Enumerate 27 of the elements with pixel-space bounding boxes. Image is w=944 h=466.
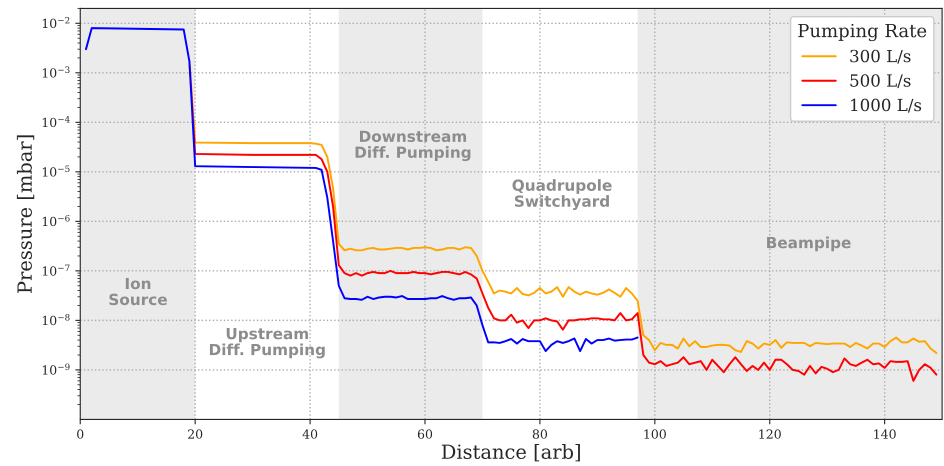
y-axis-title: Pressure [mbar]: [16, 135, 34, 293]
y-tick-label: 10$^{−5}$: [42, 166, 70, 177]
x-tick-label: 140: [874, 429, 896, 439]
legend-title: Pumping Rate: [798, 24, 926, 42]
band-label: Downstream Diff. Pumping: [356, 130, 470, 162]
legend-label: 300 L/s: [850, 50, 911, 64]
x-tick-label: 20: [188, 429, 202, 439]
x-tick-label: 120: [759, 429, 781, 439]
y-tick-label: 10$^{−4}$: [42, 116, 70, 128]
y-tick-label: 10$^{−6}$: [42, 214, 70, 226]
annotation: Quadrupole Switchyard: [512, 179, 612, 210]
x-tick-label: 100: [644, 429, 666, 439]
legend-label: 1000 L/s: [851, 98, 922, 113]
y-tick-label: 10$^{−3}$: [42, 66, 70, 78]
annotation: Upstream Diff. Pumping: [210, 328, 325, 358]
y-tick-label: 10$^{−2}$: [42, 16, 70, 28]
band-label: Beampipe: [767, 236, 851, 252]
x-tick-label: 0: [77, 429, 84, 439]
y-tick-label: 10$^{−8}$: [42, 314, 70, 326]
legend-label: 500 L/s: [850, 74, 911, 88]
band-label: Ion Source: [109, 278, 167, 306]
y-tick-label: 10$^{−7}$: [42, 264, 70, 276]
x-tick-label: 80: [532, 429, 548, 439]
x-tick-label: 40: [302, 429, 318, 439]
x-tick-label: 60: [418, 429, 432, 439]
x-axis-title: Distance [arb]: [442, 444, 580, 462]
y-tick-label: 10$^{−9}$: [42, 364, 70, 375]
